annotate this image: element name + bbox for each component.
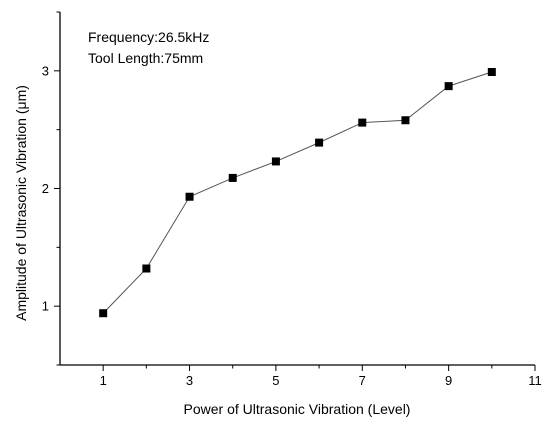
- annotation-frequency: Frequency:26.5kHz: [88, 29, 209, 45]
- series-line-layer: [102, 71, 492, 314]
- data-point: [444, 82, 453, 91]
- data-point: [401, 116, 410, 125]
- x-tick-label: 11: [528, 373, 542, 388]
- y-tick-label: 3: [42, 63, 49, 78]
- x-tick-label: 7: [359, 373, 366, 388]
- y-tick-label: 1: [42, 299, 49, 314]
- annotation-tool-length: Tool Length:75mm: [88, 50, 203, 66]
- data-point: [228, 173, 237, 182]
- data-point: [185, 192, 194, 201]
- y-tick-label: 2: [42, 181, 49, 196]
- data-point: [271, 157, 280, 166]
- x-tick-label: 3: [186, 373, 193, 388]
- x-axis-title: Power of Ultrasonic Vibration (Level): [184, 401, 411, 417]
- data-point: [99, 309, 108, 318]
- x-tick-label: 9: [445, 373, 452, 388]
- data-point: [315, 138, 324, 147]
- data-point: [358, 118, 367, 127]
- x-tick-label: 5: [272, 373, 279, 388]
- x-tick-label: 1: [100, 373, 107, 388]
- series-markers: [99, 68, 496, 318]
- data-point: [142, 264, 151, 273]
- series-line: [102, 71, 492, 314]
- data-point: [487, 68, 496, 77]
- y-axis-title: Amplitude of Ultrasonic Vibration (μm): [13, 85, 29, 321]
